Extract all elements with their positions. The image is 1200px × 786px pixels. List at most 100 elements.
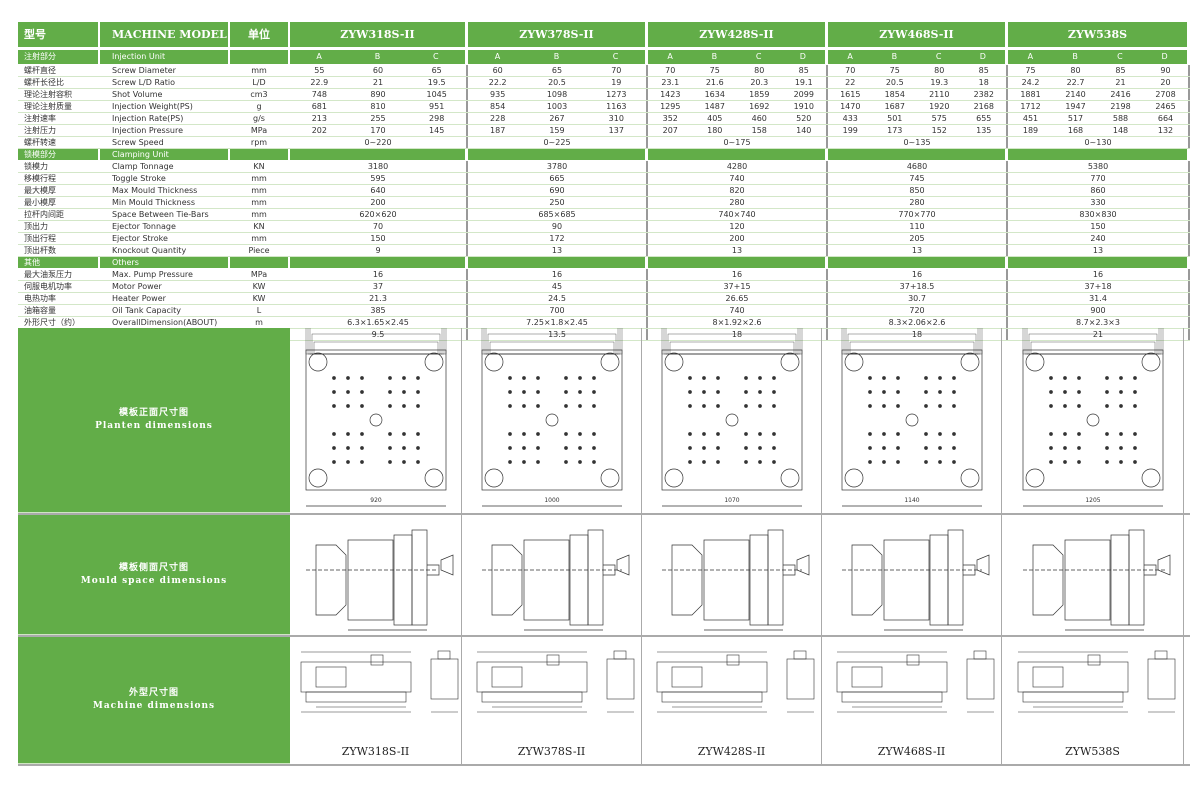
cell-value: 22.7: [1066, 78, 1085, 87]
drawing-platen: 1140: [822, 328, 1002, 513]
drawing-platen: 1070: [642, 328, 822, 513]
drawing-platen: 1205: [1002, 328, 1184, 513]
cell-value: 2416: [1110, 90, 1131, 99]
param-cn: 注射压力: [18, 125, 100, 136]
cell-value: 2465: [1155, 102, 1176, 111]
overall-width-label: 1140: [904, 497, 919, 504]
cell-value: 9: [375, 246, 381, 255]
param-unit: KN: [230, 161, 290, 172]
cell-value: 202: [311, 126, 327, 135]
grade-label: A: [847, 52, 853, 61]
cell-value: 152: [931, 126, 947, 135]
cell-value: 170: [370, 126, 386, 135]
section-en: Injection Unit: [100, 50, 230, 64]
drawing-row: 外型尺寸图 Machine dimensions ZYW318S-II ZYW378S…: [18, 637, 1190, 766]
cell-value: 85: [978, 66, 989, 75]
table-row: 电热功率 Heater Power KW 21.3 24.5 26.65 30.7 31.4: [18, 293, 1190, 305]
cell-value: 60: [492, 66, 503, 75]
param-en: Clamp Tonnage: [100, 161, 230, 172]
table-row: 理论注射质量 Injection Weight(PS) g 681 810 951 854 1…: [18, 101, 1190, 113]
cell-value: 80: [1070, 66, 1081, 75]
cell-value: 280: [909, 198, 925, 207]
section-cn: 其他: [18, 257, 100, 268]
section-header: 其他 Others: [18, 257, 1190, 269]
cell-value: 145: [429, 126, 445, 135]
cell-value: 310: [608, 114, 624, 123]
cell-value: 860: [1090, 186, 1106, 195]
param-en: Screw Diameter: [100, 65, 230, 76]
cell-value: 0~220: [364, 138, 392, 147]
cell-value: 1920: [929, 102, 950, 111]
cell-value: 18: [911, 330, 923, 339]
param-unit: MPa: [230, 269, 290, 280]
cell-value: 8×1.92×2.6: [712, 318, 762, 327]
cell-value: 5380: [1087, 162, 1109, 171]
cell-value: 1615: [840, 90, 861, 99]
section-header: 锁模部分 Clamping Unit: [18, 149, 1190, 161]
cell-value: 700: [549, 306, 565, 315]
cell-value: 685×685: [538, 210, 576, 219]
spec-table: 型号 MACHINE MODEL 单位 ZYW318S-II ZYW378S-II ZYW…: [18, 22, 1190, 341]
cell-value: 37+18: [1084, 282, 1112, 291]
drawing-label-en: Machine dimensions: [92, 701, 216, 711]
cell-value: 180: [707, 126, 723, 135]
drawing-machine: ZYW428S-II: [642, 637, 822, 764]
param-en: Toggle Stroke: [100, 173, 230, 184]
drawing-label: 模板侧面尺寸图 Mould space dimensions: [18, 515, 290, 635]
cell-value: 4680: [906, 162, 928, 171]
grade-label: C: [612, 52, 619, 61]
technical-drawing: [662, 529, 810, 631]
technical-drawing: [842, 529, 990, 631]
cell-value: 80: [754, 66, 765, 75]
param-unit: rpm: [230, 137, 290, 148]
cell-value: 267: [549, 114, 565, 123]
overall-width-label: 1205: [1085, 497, 1100, 504]
technical-drawing: [482, 529, 630, 631]
drawing-label-en: Planten dimensions: [95, 421, 213, 431]
cell-value: 595: [370, 174, 386, 183]
param-en: Max. Pump Pressure: [100, 269, 230, 280]
cell-value: 250: [549, 198, 565, 207]
header-unit: 单位: [230, 22, 290, 47]
cell-value: 228: [490, 114, 506, 123]
param-unit: L: [230, 305, 290, 316]
drawing-label-cn: 外型尺寸图: [128, 688, 179, 698]
cell-value: 22.9: [310, 78, 329, 87]
param-cn: 最大油泵压力: [18, 269, 100, 280]
table-row: 螺杆直径 Screw Diameter mm 55 60 65 60 65 70 70 75 80 85…: [18, 65, 1190, 77]
cell-value: 1712: [1020, 102, 1041, 111]
table-row: 油箱容量 Oil Tank Capacity L 385 700 740 720 900: [18, 305, 1190, 317]
cell-value: 8.3×2.06×2.6: [888, 318, 946, 327]
cell-value: 189: [1022, 126, 1039, 135]
param-en: Shot Volume: [100, 89, 230, 100]
cell-value: 2110: [929, 90, 950, 99]
cell-value: 70: [611, 66, 622, 75]
table-row: 注射压力 Injection Pressure MPa 202 170 145 187 159…: [18, 125, 1190, 137]
cell-value: 900: [1090, 306, 1106, 315]
param-unit: KW: [230, 281, 290, 292]
cell-value: 854: [490, 102, 506, 111]
drawings-section: 模板正面尺寸图 Planten dimensions 920 1000 1070 1140…: [18, 328, 1190, 766]
param-unit: mm: [230, 233, 290, 244]
drawing-mould-space: [822, 515, 1002, 635]
drawing-machine: ZYW468S-II: [822, 637, 1002, 764]
cell-value: 640: [370, 186, 386, 195]
header-cn-model: 型号: [18, 22, 100, 47]
technical-drawing: [1023, 529, 1171, 631]
param-cn: 顶出力: [18, 221, 100, 232]
cell-value: 1692: [749, 102, 770, 111]
param-cn: 外形尺寸（约）: [18, 317, 100, 328]
cell-value: 352: [662, 114, 678, 123]
param-unit: mm: [230, 173, 290, 184]
model-name: ZYW538S: [1067, 28, 1128, 41]
grade-label: A: [1027, 52, 1034, 61]
cell-value: 1859: [749, 90, 770, 99]
cell-value: 37: [372, 282, 384, 291]
cell-value: 690: [549, 186, 565, 195]
cell-value: 830×830: [1079, 210, 1117, 219]
header-machine-model: MACHINE MODEL: [100, 22, 230, 47]
table-row: 顶出杆数 Knockout Quantity Piece 9 13 13 13 13: [18, 245, 1190, 257]
cell-value: 0~135: [903, 138, 931, 147]
cell-value: 37+18.5: [899, 282, 935, 291]
cell-value: 20.5: [885, 78, 904, 87]
